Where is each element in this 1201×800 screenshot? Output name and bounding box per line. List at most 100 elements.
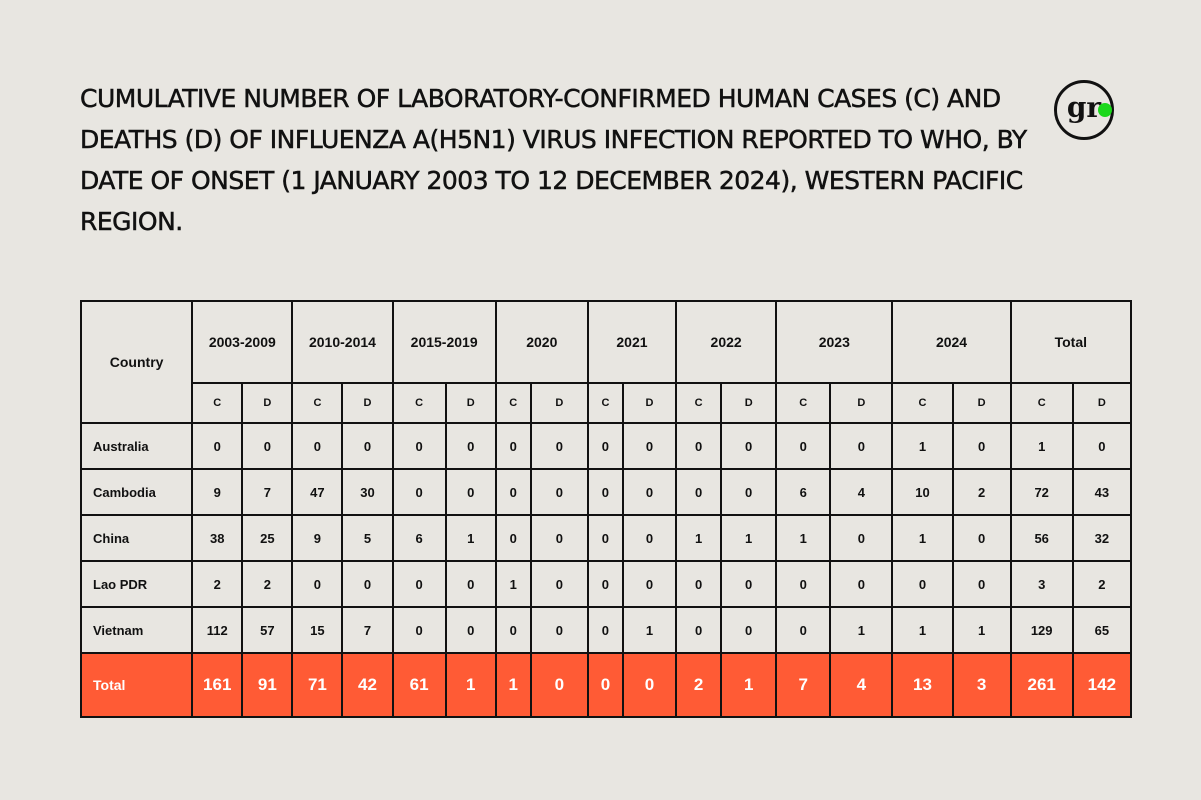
cases-cell: 9 (291, 514, 344, 562)
deaths-cell: 3 (951, 652, 1012, 718)
cases-cell: 0 (675, 560, 723, 608)
deaths-cell: 4 (829, 652, 894, 718)
deaths-cell: 0 (621, 514, 678, 562)
page-title: CUMULATIVE NUMBER OF LABORATORY-CONFIRME… (80, 84, 1028, 237)
deaths-subheader: D (951, 382, 1012, 424)
cases-cell: 129 (1009, 606, 1074, 654)
cases-cell: 72 (1009, 468, 1074, 516)
deaths-cell: 0 (341, 560, 394, 608)
deaths-cell: 0 (529, 514, 589, 562)
deaths-cell: 142 (1071, 652, 1133, 718)
h5n1-cases-table: Country 2003-2009 2010-2014 2015-2019 2020 2… (79, 300, 1133, 718)
deaths-cell: 0 (829, 560, 894, 608)
cases-cell: 7 (775, 652, 832, 718)
period-header-row: Country 2003-2009 2010-2014 2015-2019 2020 2… (79, 300, 1133, 424)
deaths-cell: 0 (529, 422, 589, 470)
cases-cell: 71 (291, 652, 344, 718)
cases-subheader: C (494, 382, 532, 424)
cases-cell: 0 (775, 560, 832, 608)
deaths-cell: 0 (951, 560, 1012, 608)
table-row: Lao PDR 2 2 0 0 0 0 1 0 0 0 0 0 0 0 0 0 3 2 (79, 560, 1133, 608)
country-name: Vietnam (79, 606, 194, 654)
deaths-cell: 30 (341, 468, 394, 516)
deaths-cell: 25 (241, 514, 294, 562)
cases-cell: 38 (191, 514, 244, 562)
logo-dot (1098, 103, 1112, 117)
deaths-cell: 91 (241, 652, 294, 718)
period-header: Total (1009, 300, 1133, 384)
cases-cell: 0 (586, 652, 624, 718)
deaths-cell: 2 (241, 560, 294, 608)
deaths-subheader: D (341, 382, 394, 424)
deaths-subheader: D (621, 382, 678, 424)
deaths-cell: 0 (241, 422, 294, 470)
cases-subheader: C (191, 382, 244, 424)
cases-cell: 3 (1009, 560, 1074, 608)
deaths-cell: 0 (720, 468, 778, 516)
cases-cell: 10 (891, 468, 954, 516)
cases-cell: 47 (291, 468, 344, 516)
deaths-cell: 1 (829, 606, 894, 654)
deaths-cell: 57 (241, 606, 294, 654)
deaths-subheader: D (720, 382, 778, 424)
cases-cell: 0 (586, 468, 624, 516)
cases-cell: 0 (675, 606, 723, 654)
cases-subheader: C (675, 382, 723, 424)
deaths-cell: 0 (720, 422, 778, 470)
cases-cell: 15 (291, 606, 344, 654)
cases-cell: 2 (675, 652, 723, 718)
cases-cell: 0 (494, 514, 532, 562)
cases-cell: 6 (391, 514, 447, 562)
cases-cell: 0 (586, 514, 624, 562)
deaths-cell: 0 (341, 422, 394, 470)
deaths-cell: 0 (829, 422, 894, 470)
deaths-cell: 4 (829, 468, 894, 516)
cases-subheader: C (891, 382, 954, 424)
deaths-cell: 0 (444, 468, 497, 516)
cases-cell: 0 (291, 560, 344, 608)
table-row: Australia 0 0 0 0 0 0 0 0 0 0 0 0 0 0 1 0 1 0 (79, 422, 1133, 470)
deaths-cell: 0 (951, 514, 1012, 562)
cases-cell: 0 (391, 560, 447, 608)
deaths-subheader: D (444, 382, 497, 424)
cases-cell: 0 (586, 606, 624, 654)
period-header: 2021 (586, 300, 678, 384)
period-header: 2015-2019 (391, 300, 497, 384)
cases-cell: 56 (1009, 514, 1074, 562)
cases-cell: 61 (391, 652, 447, 718)
deaths-cell: 0 (529, 468, 589, 516)
cases-cell: 1 (891, 606, 954, 654)
cases-cell: 0 (391, 606, 447, 654)
table-row: China 38 25 9 5 6 1 0 0 0 0 1 1 1 0 1 0 56 32 (79, 514, 1133, 562)
country-name: Lao PDR (79, 560, 194, 608)
cases-cell: 0 (494, 468, 532, 516)
cases-cell: 13 (891, 652, 954, 718)
deaths-cell: 0 (621, 422, 678, 470)
deaths-subheader: D (529, 382, 589, 424)
cases-cell: 0 (775, 422, 832, 470)
deaths-cell: 0 (529, 606, 589, 654)
cases-cell: 0 (391, 422, 447, 470)
deaths-cell: 0 (621, 560, 678, 608)
cases-cell: 0 (675, 422, 723, 470)
deaths-cell: 1 (951, 606, 1012, 654)
deaths-cell: 32 (1071, 514, 1133, 562)
cases-cell: 0 (586, 560, 624, 608)
cases-cell: 1 (775, 514, 832, 562)
cases-subheader: C (1009, 382, 1074, 424)
country-header: Country (79, 300, 194, 424)
deaths-cell: 0 (444, 422, 497, 470)
deaths-subheader: D (829, 382, 894, 424)
deaths-cell: 5 (341, 514, 394, 562)
deaths-cell: 7 (241, 468, 294, 516)
cases-cell: 0 (391, 468, 447, 516)
logo-text: gr (1066, 91, 1102, 124)
deaths-cell: 0 (621, 468, 678, 516)
cases-cell: 0 (291, 422, 344, 470)
cases-cell: 1 (1009, 422, 1074, 470)
deaths-cell: 0 (720, 606, 778, 654)
cases-cell: 1 (675, 514, 723, 562)
deaths-cell: 0 (621, 652, 678, 718)
cases-cell: 2 (191, 560, 244, 608)
cases-cell: 0 (675, 468, 723, 516)
